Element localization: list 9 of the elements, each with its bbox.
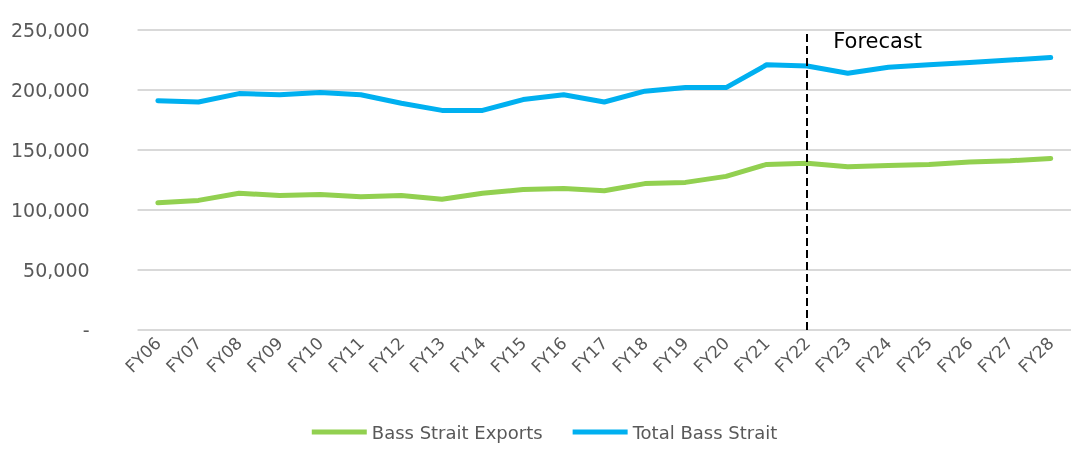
ref-line-label: Forecast (833, 28, 923, 53)
y-tick-label: - (82, 319, 90, 341)
y-tick-label: 100,000 (10, 199, 90, 221)
y-tick-label: 250,000 (10, 19, 90, 41)
legend-label: Total Bass Strait (631, 421, 778, 443)
legend-label: Bass Strait Exports (371, 421, 543, 443)
y-tick-label: 200,000 (10, 79, 90, 101)
y-tick-label: 150,000 (10, 139, 90, 161)
y-tick-label: 50,000 (23, 259, 90, 281)
